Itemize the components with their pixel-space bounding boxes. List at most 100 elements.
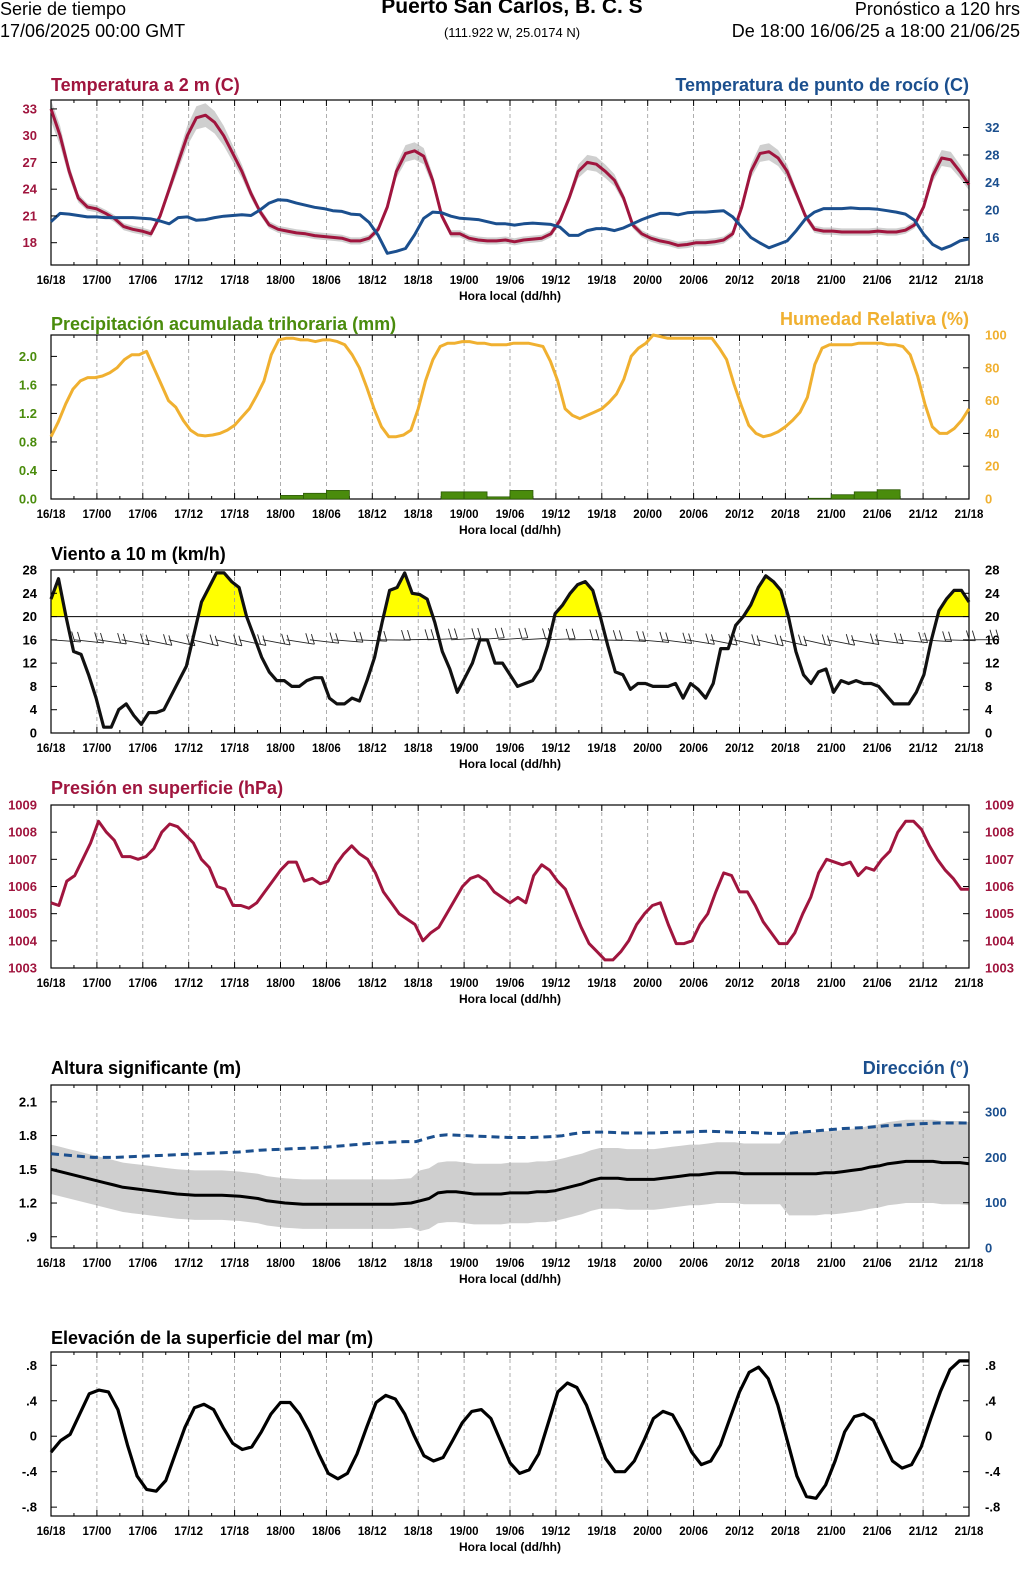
humidity-y-label: 40 bbox=[985, 426, 999, 441]
sea-level-y-label: .8 bbox=[26, 1358, 37, 1373]
wind-barb-feather bbox=[971, 630, 976, 641]
wave-height-y-label: 1.2 bbox=[19, 1196, 37, 1211]
sea-level-y-label: -.8 bbox=[22, 1500, 37, 1515]
dewpoint-line bbox=[49, 198, 970, 255]
precip-bar bbox=[463, 491, 488, 500]
wave-direction-y-label: 100 bbox=[985, 1195, 1007, 1210]
wind-barb-feather bbox=[71, 631, 76, 642]
wind-barb-feather bbox=[595, 629, 600, 640]
wind-barb bbox=[404, 638, 435, 641]
x-axis-label: Hora local (dd/hh) bbox=[459, 289, 561, 303]
wind-barb bbox=[262, 639, 291, 646]
wind-barb-feather bbox=[453, 628, 458, 639]
precip-bar bbox=[876, 489, 901, 500]
wind-y-label: 8 bbox=[30, 679, 37, 694]
wave-height-y-label: 1.5 bbox=[19, 1162, 37, 1177]
wind-barb bbox=[498, 637, 528, 641]
pressure-y-label: 1003 bbox=[8, 961, 37, 976]
wind-y-label: 12 bbox=[23, 656, 37, 671]
wind-barb bbox=[215, 639, 242, 647]
x-tick-label: 19/18 bbox=[587, 978, 616, 990]
precip-bar bbox=[325, 490, 350, 500]
sea-level-y-label-right: -.8 bbox=[985, 1500, 1000, 1515]
x-tick-label: 18/12 bbox=[358, 275, 387, 287]
x-tick-label: 18/06 bbox=[312, 275, 341, 287]
wave-height-title: Altura significante (m) bbox=[51, 1058, 241, 1078]
pressure-y-label-right: 1003 bbox=[985, 961, 1014, 976]
wind-y-label: 20 bbox=[23, 609, 37, 624]
wind-barb-feather bbox=[779, 635, 784, 646]
wind-barb-feather bbox=[401, 629, 405, 641]
wind-barb bbox=[615, 639, 646, 642]
wind-above-threshold bbox=[383, 572, 433, 617]
x-tick-label: 19/06 bbox=[496, 1526, 525, 1538]
x-tick-label: 21/18 bbox=[955, 275, 984, 287]
x-tick-label: 17/12 bbox=[174, 978, 203, 990]
x-tick-label: 21/12 bbox=[909, 743, 938, 755]
pressure-y-label: 1005 bbox=[8, 906, 37, 921]
sea-level-y-label: 0 bbox=[30, 1429, 37, 1444]
wind-barb bbox=[192, 639, 219, 647]
x-tick-label: 20/06 bbox=[679, 275, 708, 287]
x-tick-label: 18/18 bbox=[404, 1258, 433, 1270]
wind-barb-feather bbox=[163, 634, 167, 645]
x-tick-label: 18/12 bbox=[358, 743, 387, 755]
wind-barb-feather bbox=[803, 635, 808, 646]
x-tick-label: 20/12 bbox=[725, 275, 754, 287]
wind-barb-feather bbox=[310, 634, 315, 645]
wind-barb-feather bbox=[335, 633, 340, 644]
wind-barb bbox=[851, 639, 880, 645]
precip-bar bbox=[303, 492, 327, 500]
x-tick-label: 17/12 bbox=[174, 509, 203, 521]
x-tick-label: 19/06 bbox=[496, 978, 525, 990]
wind-barb bbox=[757, 639, 784, 647]
x-tick-label: 17/18 bbox=[220, 1526, 249, 1538]
humidity-y-label: 80 bbox=[985, 360, 999, 375]
x-tick-label: 21/18 bbox=[955, 1258, 984, 1270]
forecast-range-label: Pronóstico a 120 hrs bbox=[854, 0, 1020, 19]
x-tick-label: 21/12 bbox=[909, 1258, 938, 1270]
wind-barb-feather bbox=[542, 628, 546, 639]
run-datetime: 17/06/2025 00:00 GMT bbox=[0, 21, 186, 41]
wave-direction-y-label: 300 bbox=[985, 1105, 1007, 1120]
x-tick-label: 19/18 bbox=[587, 509, 616, 521]
x-tick-label: 20/12 bbox=[725, 743, 754, 755]
x-tick-label: 16/18 bbox=[37, 275, 66, 287]
wind-barb-feather bbox=[827, 635, 831, 646]
x-tick-label: 19/00 bbox=[450, 743, 479, 755]
wind-barb-feather bbox=[875, 634, 880, 645]
temperature-chart: Temperatura a 2 m (C) Temperatura de punt… bbox=[23, 75, 1001, 303]
sea-level-y-label-right: .4 bbox=[985, 1393, 997, 1408]
x-tick-label: 16/18 bbox=[37, 743, 66, 755]
x-axis-label: Hora local (dd/hh) bbox=[459, 1272, 561, 1286]
x-tick-label: 18/00 bbox=[266, 978, 295, 990]
x-tick-label: 17/06 bbox=[128, 509, 157, 521]
wind-barb bbox=[356, 639, 387, 642]
x-tick-label: 19/12 bbox=[542, 1258, 571, 1270]
x-tick-label: 21/00 bbox=[817, 275, 846, 287]
sea-level-line bbox=[49, 1359, 969, 1500]
wind-barb-feather bbox=[471, 628, 476, 639]
x-tick-label: 18/18 bbox=[404, 743, 433, 755]
pressure-y-label: 1009 bbox=[8, 798, 37, 813]
dewpoint-y-label: 28 bbox=[985, 148, 999, 163]
station-title: Puerto San Carlos, B. C. S bbox=[381, 0, 643, 18]
wind-barb-feather bbox=[612, 630, 617, 641]
x-tick-label: 16/18 bbox=[37, 1258, 66, 1270]
wind-barb-feather bbox=[305, 633, 310, 644]
wind-barb-feather bbox=[965, 630, 970, 641]
wind-barb bbox=[945, 639, 976, 642]
wind-above-threshold bbox=[51, 578, 66, 617]
x-tick-label: 20/12 bbox=[725, 1258, 754, 1270]
wind-barb-feather bbox=[942, 631, 947, 642]
x-tick-label: 21/06 bbox=[863, 743, 892, 755]
x-tick-label: 19/00 bbox=[450, 1526, 479, 1538]
wind-barb bbox=[686, 639, 715, 645]
wind-barb bbox=[521, 637, 552, 641]
x-tick-label: 21/06 bbox=[863, 978, 892, 990]
precip-bar bbox=[853, 491, 878, 500]
x-tick-label: 19/12 bbox=[542, 743, 571, 755]
x-tick-label: 19/06 bbox=[496, 743, 525, 755]
wind-y-label: 28 bbox=[23, 563, 37, 578]
